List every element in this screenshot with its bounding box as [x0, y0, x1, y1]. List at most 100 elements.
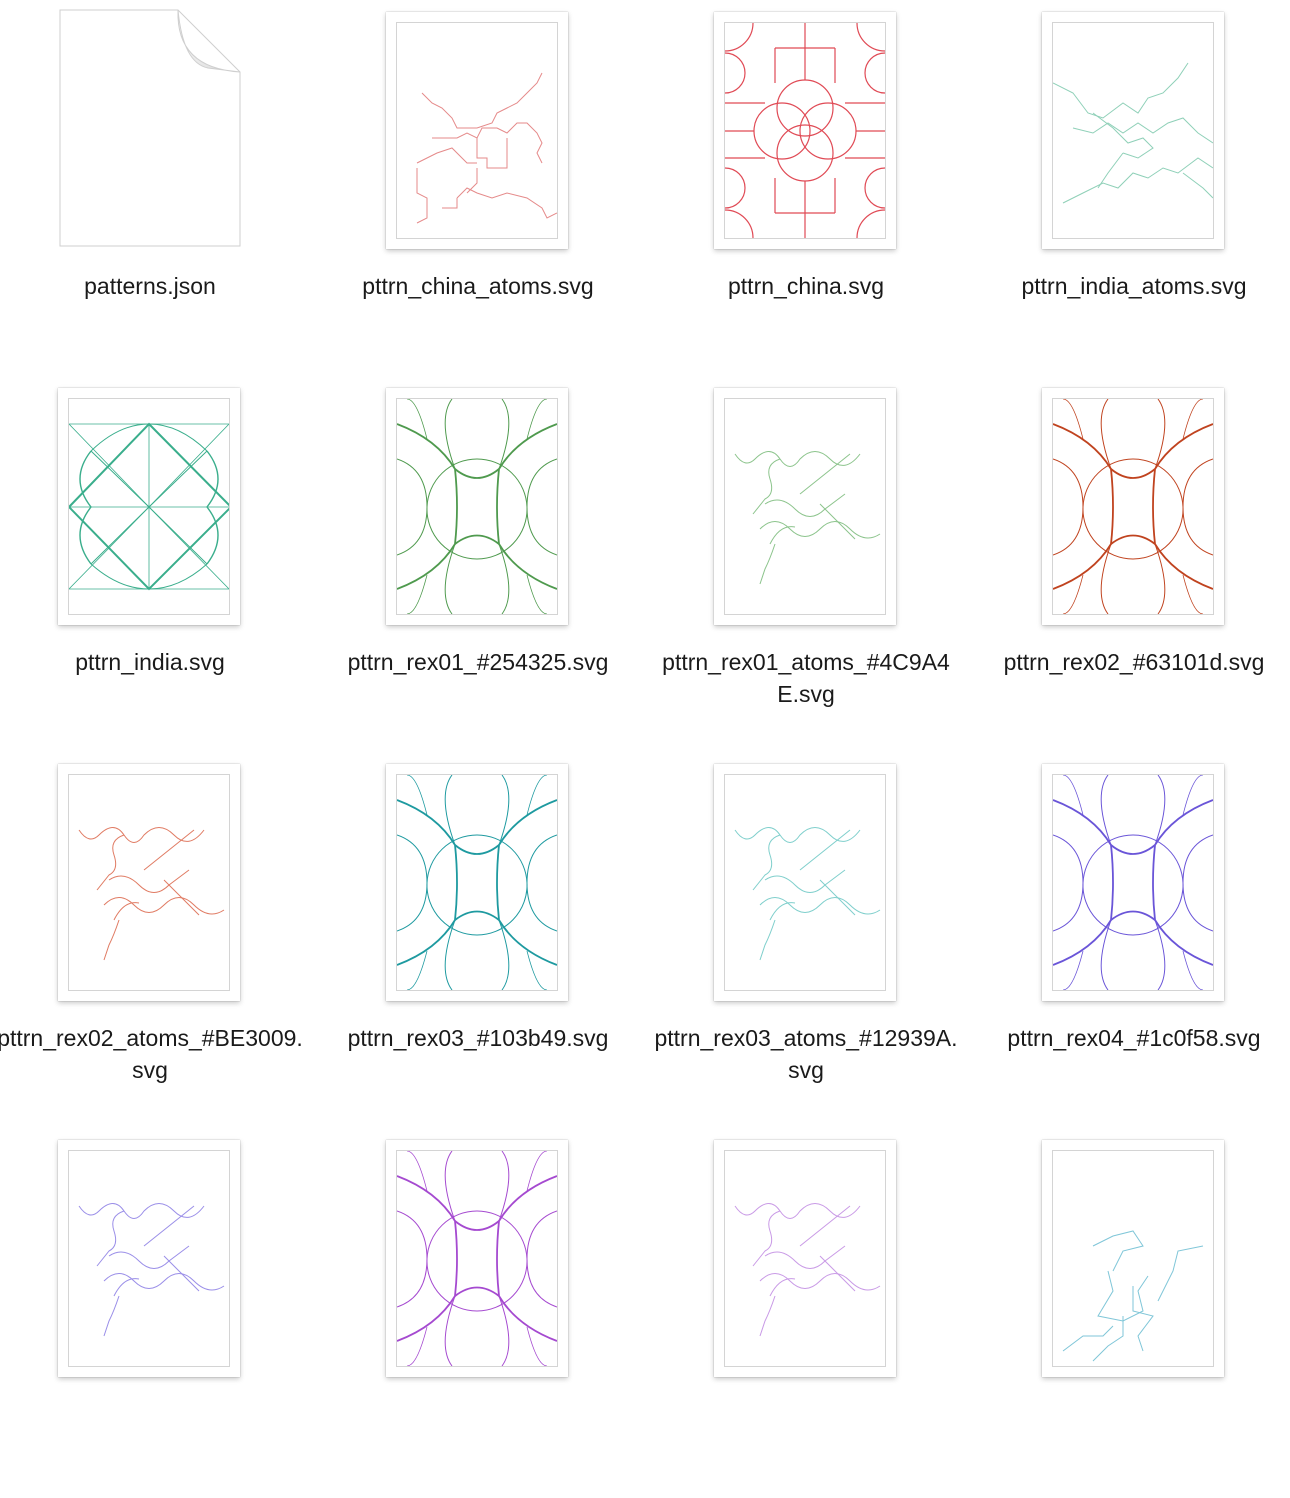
pattern-stroke: [496, 844, 500, 921]
pattern-stroke: [1182, 172, 1213, 199]
file-thumbnail[interactable]: [646, 0, 966, 250]
pattern-stroke: [79, 450, 92, 565]
pattern-stroke: [819, 503, 856, 540]
pattern-stroke: [1062, 775, 1084, 816]
pattern-stroke: [397, 423, 456, 470]
pattern-stroke: [416, 147, 477, 164]
file-item[interactable]: pttrn_rex01_atoms_#4C9A4E.svg: [646, 376, 966, 746]
pattern-stroke: [454, 468, 500, 479]
pattern-stroke: [1097, 152, 1124, 189]
file-item[interactable]: pttrn_india.svg: [0, 376, 310, 746]
pattern-stroke: [498, 543, 510, 614]
pattern-stroke: [397, 834, 428, 932]
pattern-stroke: [454, 1220, 458, 1297]
pattern-circle: [864, 167, 885, 209]
pattern-stroke: [90, 450, 150, 565]
file-thumbnail[interactable]: [974, 0, 1290, 250]
file-item[interactable]: pttrn_rex04_#1c0f58.svg: [974, 752, 1290, 1122]
file-thumbnail[interactable]: [318, 752, 638, 1002]
pattern-stroke: [498, 919, 557, 966]
pattern-stroke: [526, 1326, 548, 1366]
pattern-stroke: [498, 775, 510, 846]
pattern-stroke: [1092, 1230, 1144, 1272]
file-thumbnail[interactable]: [0, 0, 310, 250]
file-item[interactable]: pttrn_india_atoms.svg: [974, 0, 1290, 370]
file-thumbnail[interactable]: [646, 752, 966, 1002]
pattern-preview: [1062, 1230, 1204, 1362]
file-item[interactable]: pttrn_china_atoms.svg: [318, 0, 638, 370]
pattern-preview: [397, 775, 557, 990]
file-name-label: pttrn_rex04_#1c0f58.svg: [1007, 1025, 1261, 1051]
file-item[interactable]: [0, 1128, 310, 1498]
file-thumbnail[interactable]: [646, 376, 966, 626]
pattern-stroke: [1062, 574, 1084, 614]
pattern-stroke: [1062, 157, 1213, 204]
pattern-stroke: [406, 950, 428, 990]
file-thumbnail[interactable]: [0, 752, 310, 1002]
pattern-stroke: [526, 950, 548, 990]
pattern-stroke: [163, 879, 200, 916]
pattern-stroke: [1110, 468, 1156, 479]
file-item[interactable]: pttrn_rex01_#254325.svg: [318, 376, 638, 746]
pattern-stroke: [1082, 834, 1184, 936]
pattern-stroke: [406, 574, 428, 614]
pattern-stroke: [416, 168, 428, 224]
pattern-stroke: [752, 458, 781, 515]
pattern-circle: [776, 124, 834, 182]
pattern-circle: [776, 79, 834, 137]
file-thumbnail[interactable]: [646, 1128, 966, 1378]
pattern-stroke: [759, 1295, 776, 1337]
pattern-preview: [1053, 399, 1213, 614]
file-thumbnail[interactable]: [318, 1128, 638, 1378]
document-icon: [59, 9, 241, 247]
pattern-stroke: [426, 1210, 528, 1312]
pattern-stroke: [496, 1220, 500, 1297]
pattern-stroke: [103, 1295, 120, 1337]
file-item[interactable]: pttrn_rex02_#63101d.svg: [974, 376, 1290, 746]
file-item[interactable]: pttrn_rex02_atoms_#BE3009.svg: [0, 752, 310, 1122]
pattern-stroke: [397, 458, 428, 556]
pattern-stroke: [498, 1151, 510, 1222]
pattern-stroke: [1152, 844, 1156, 921]
pattern-stroke: [1182, 775, 1204, 816]
pattern-preview: [78, 827, 225, 961]
pattern-stroke: [103, 1273, 225, 1291]
pattern-preview: [734, 1203, 881, 1337]
pattern-stroke: [498, 919, 510, 990]
file-item[interactable]: pttrn_rex03_#103b49.svg: [318, 752, 638, 1122]
file-item[interactable]: pttrn_china.svg: [646, 0, 966, 370]
file-item[interactable]: patterns.json: [0, 0, 310, 370]
file-item[interactable]: [646, 1128, 966, 1498]
pattern-stroke: [734, 1203, 861, 1219]
file-item[interactable]: pttrn_rex03_atoms_#12939A.svg: [646, 752, 966, 1122]
file-thumbnail[interactable]: [974, 1128, 1290, 1378]
pattern-stroke: [1053, 458, 1084, 556]
pattern-circle: [725, 167, 746, 209]
pattern-stroke: [1053, 543, 1112, 590]
file-name-label: pttrn_india_atoms.svg: [1021, 273, 1247, 299]
file-thumbnail[interactable]: [318, 376, 638, 626]
pattern-stroke: [498, 1175, 557, 1222]
file-thumbnail[interactable]: [318, 0, 638, 250]
pattern-stroke: [498, 423, 557, 470]
pattern-stroke: [69, 423, 150, 590]
pattern-stroke: [1182, 574, 1204, 614]
file-name-label: pttrn_rex01_atoms_#4C9A4E.svg: [662, 649, 950, 707]
pattern-stroke: [421, 72, 543, 129]
file-item[interactable]: [318, 1128, 638, 1498]
file-thumbnail[interactable]: [974, 376, 1290, 626]
pattern-stroke: [1182, 950, 1204, 990]
file-item[interactable]: [974, 1128, 1290, 1498]
file-thumbnail[interactable]: [0, 376, 310, 626]
pattern-stroke: [799, 829, 851, 871]
pattern-stroke: [526, 834, 557, 932]
pattern-stroke: [96, 834, 125, 891]
file-name-label: pttrn_china.svg: [728, 273, 884, 299]
file-thumbnail[interactable]: [974, 752, 1290, 1002]
pattern-preview: [1053, 775, 1213, 990]
pattern-preview: [734, 451, 881, 585]
pattern-stroke: [1100, 399, 1112, 470]
pattern-stroke: [759, 543, 776, 585]
pattern-stroke: [397, 543, 456, 590]
file-thumbnail[interactable]: [0, 1128, 310, 1378]
